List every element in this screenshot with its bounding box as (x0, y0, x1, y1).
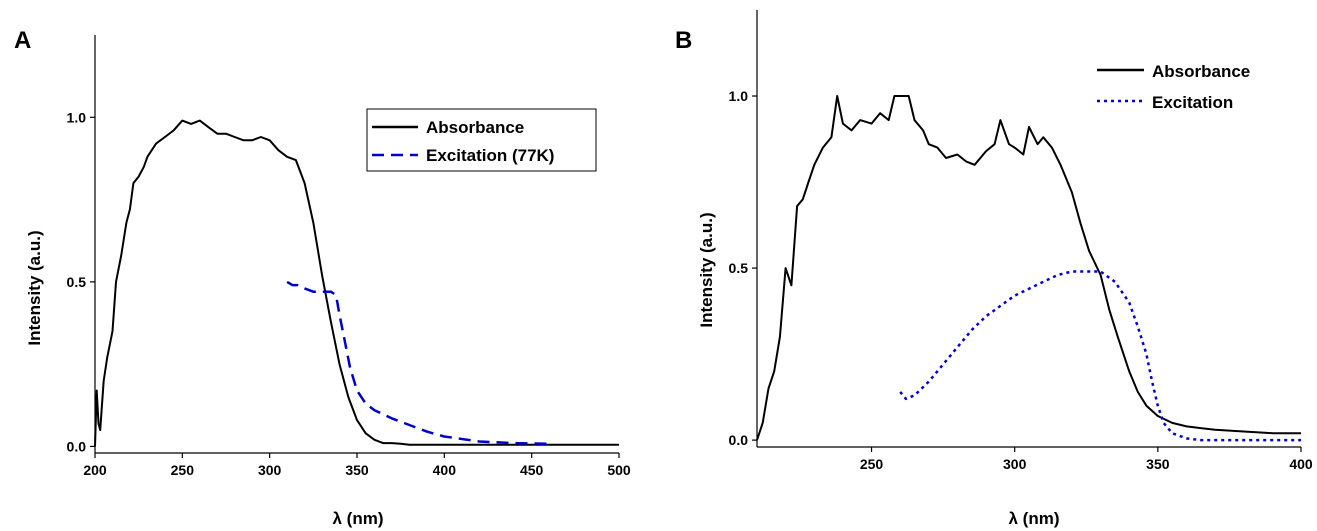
panel-a-y-axis-title: Intensity (a.u.) (25, 230, 44, 345)
panel-a-label: A (14, 27, 31, 54)
panel-a-legend-label-excitation: Excitation (77K) (426, 146, 554, 165)
panel-a-x-tick-label: 500 (607, 462, 631, 478)
panel-b-x-tick-label: 400 (1289, 456, 1313, 472)
panel-a-plot-area: 200 250 300 350 400 450 500 0.0 0.5 1.0 (67, 35, 631, 478)
panel-b-y-tick-label: 0.0 (729, 432, 749, 448)
panel-a-y-tick-label: 0.5 (67, 274, 87, 290)
panel-b-plot-area: 250 300 350 400 0.0 0.5 1.0 (729, 10, 1313, 472)
panel-a-x-tick-label: 400 (433, 462, 457, 478)
panel-b-x-axis-title: λ (nm) (1009, 509, 1060, 528)
panel-b-series-absorbance-line (756, 95, 1301, 441)
panel-a-series-excitation-line (286, 280, 550, 446)
panel-b-chart: B 250 300 350 400 0.0 0.5 1.0 λ (nm) Intensity… (675, 10, 1313, 528)
panel-b-y-tick-label: 1.0 (729, 88, 749, 104)
panel-a-x-tick-label: 350 (345, 462, 369, 478)
panel-a-legend-label-absorbance: Absorbance (426, 118, 524, 137)
panel-b-label: B (675, 27, 692, 54)
panel-a-x-tick-label: 300 (258, 462, 282, 478)
panel-b-legend: Absorbance Excitation (1097, 62, 1250, 112)
panel-a-y-tick-label: 1.0 (67, 109, 87, 125)
panel-a-x-tick-label: 250 (171, 462, 195, 478)
panel-a-series-absorbance-line (94, 119, 619, 447)
panel-a-x-tick-label: 450 (520, 462, 544, 478)
panel-b-y-axis-title: Intensity (a.u.) (697, 212, 716, 327)
panel-b-y-tick-label: 0.5 (729, 260, 749, 276)
panel-a-legend-box (366, 108, 597, 172)
panel-a-x-tick-label: 200 (83, 462, 107, 478)
panel-b-legend-label-excitation: Excitation (1152, 93, 1233, 112)
panel-b-series-excitation-line (899, 270, 1301, 442)
panel-b-legend-label-absorbance: Absorbance (1152, 62, 1250, 81)
panel-a-legend: Absorbance Excitation (77K) (366, 108, 597, 172)
panel-a-x-axis-title: λ (nm) (333, 509, 384, 528)
panel-b-x-tick-label: 300 (1003, 456, 1027, 472)
panel-b-x-tick-label: 250 (860, 456, 884, 472)
panel-a-y-tick-label: 0.0 (67, 438, 87, 454)
panel-b-x-tick-label: 350 (1146, 456, 1170, 472)
